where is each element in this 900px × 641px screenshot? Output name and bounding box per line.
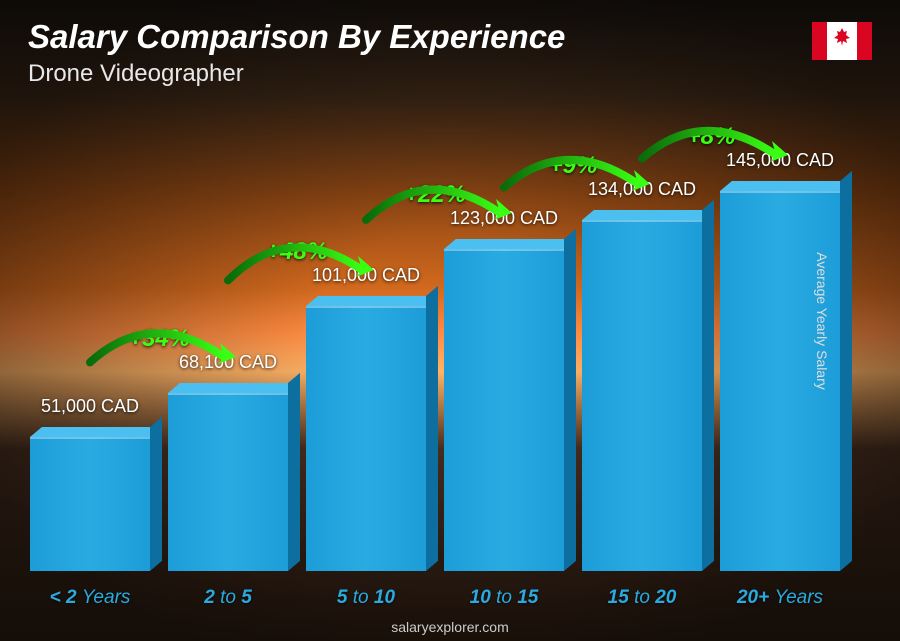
bar-group: 101,000 CAD bbox=[306, 306, 426, 571]
bar-value-label: 123,000 CAD bbox=[434, 208, 574, 229]
bar-value-label: 145,000 CAD bbox=[710, 150, 850, 171]
bar-group: 51,000 CAD bbox=[30, 437, 150, 571]
bar-group: 68,100 CAD bbox=[168, 393, 288, 571]
bar-value-label: 101,000 CAD bbox=[296, 265, 436, 286]
bar bbox=[306, 306, 426, 571]
footer-attribution: salaryexplorer.com bbox=[0, 619, 900, 635]
bar-group: 134,000 CAD bbox=[582, 220, 702, 571]
header: Salary Comparison By Experience Drone Vi… bbox=[28, 18, 872, 88]
bar-value-label: 134,000 CAD bbox=[572, 179, 712, 200]
bar bbox=[30, 437, 150, 571]
chart-area: 51,000 CAD68,100 CAD101,000 CAD123,000 C… bbox=[30, 100, 840, 571]
bar bbox=[582, 220, 702, 571]
x-axis-label: < 2 Years bbox=[30, 587, 150, 609]
bar bbox=[444, 249, 564, 571]
x-axis-label: 10 to 15 bbox=[444, 587, 564, 609]
chart-subtitle: Drone Videographer bbox=[28, 60, 872, 88]
canada-flag-icon bbox=[812, 22, 872, 60]
x-axis-label: 15 to 20 bbox=[582, 587, 702, 609]
x-axis-label: 5 to 10 bbox=[306, 587, 426, 609]
bar-group: 123,000 CAD bbox=[444, 249, 564, 571]
x-axis-labels: < 2 Years 2 to 5 5 to 10 10 to 15 15 to 20 20… bbox=[30, 587, 840, 609]
bar-value-label: 51,000 CAD bbox=[20, 396, 160, 417]
chart-title: Salary Comparison By Experience bbox=[28, 18, 872, 56]
bar bbox=[168, 393, 288, 571]
y-axis-label: Average Yearly Salary bbox=[813, 252, 829, 390]
x-axis-label: 20+ Years bbox=[720, 587, 840, 609]
x-axis-label: 2 to 5 bbox=[168, 587, 288, 609]
bar-value-label: 68,100 CAD bbox=[158, 352, 298, 373]
